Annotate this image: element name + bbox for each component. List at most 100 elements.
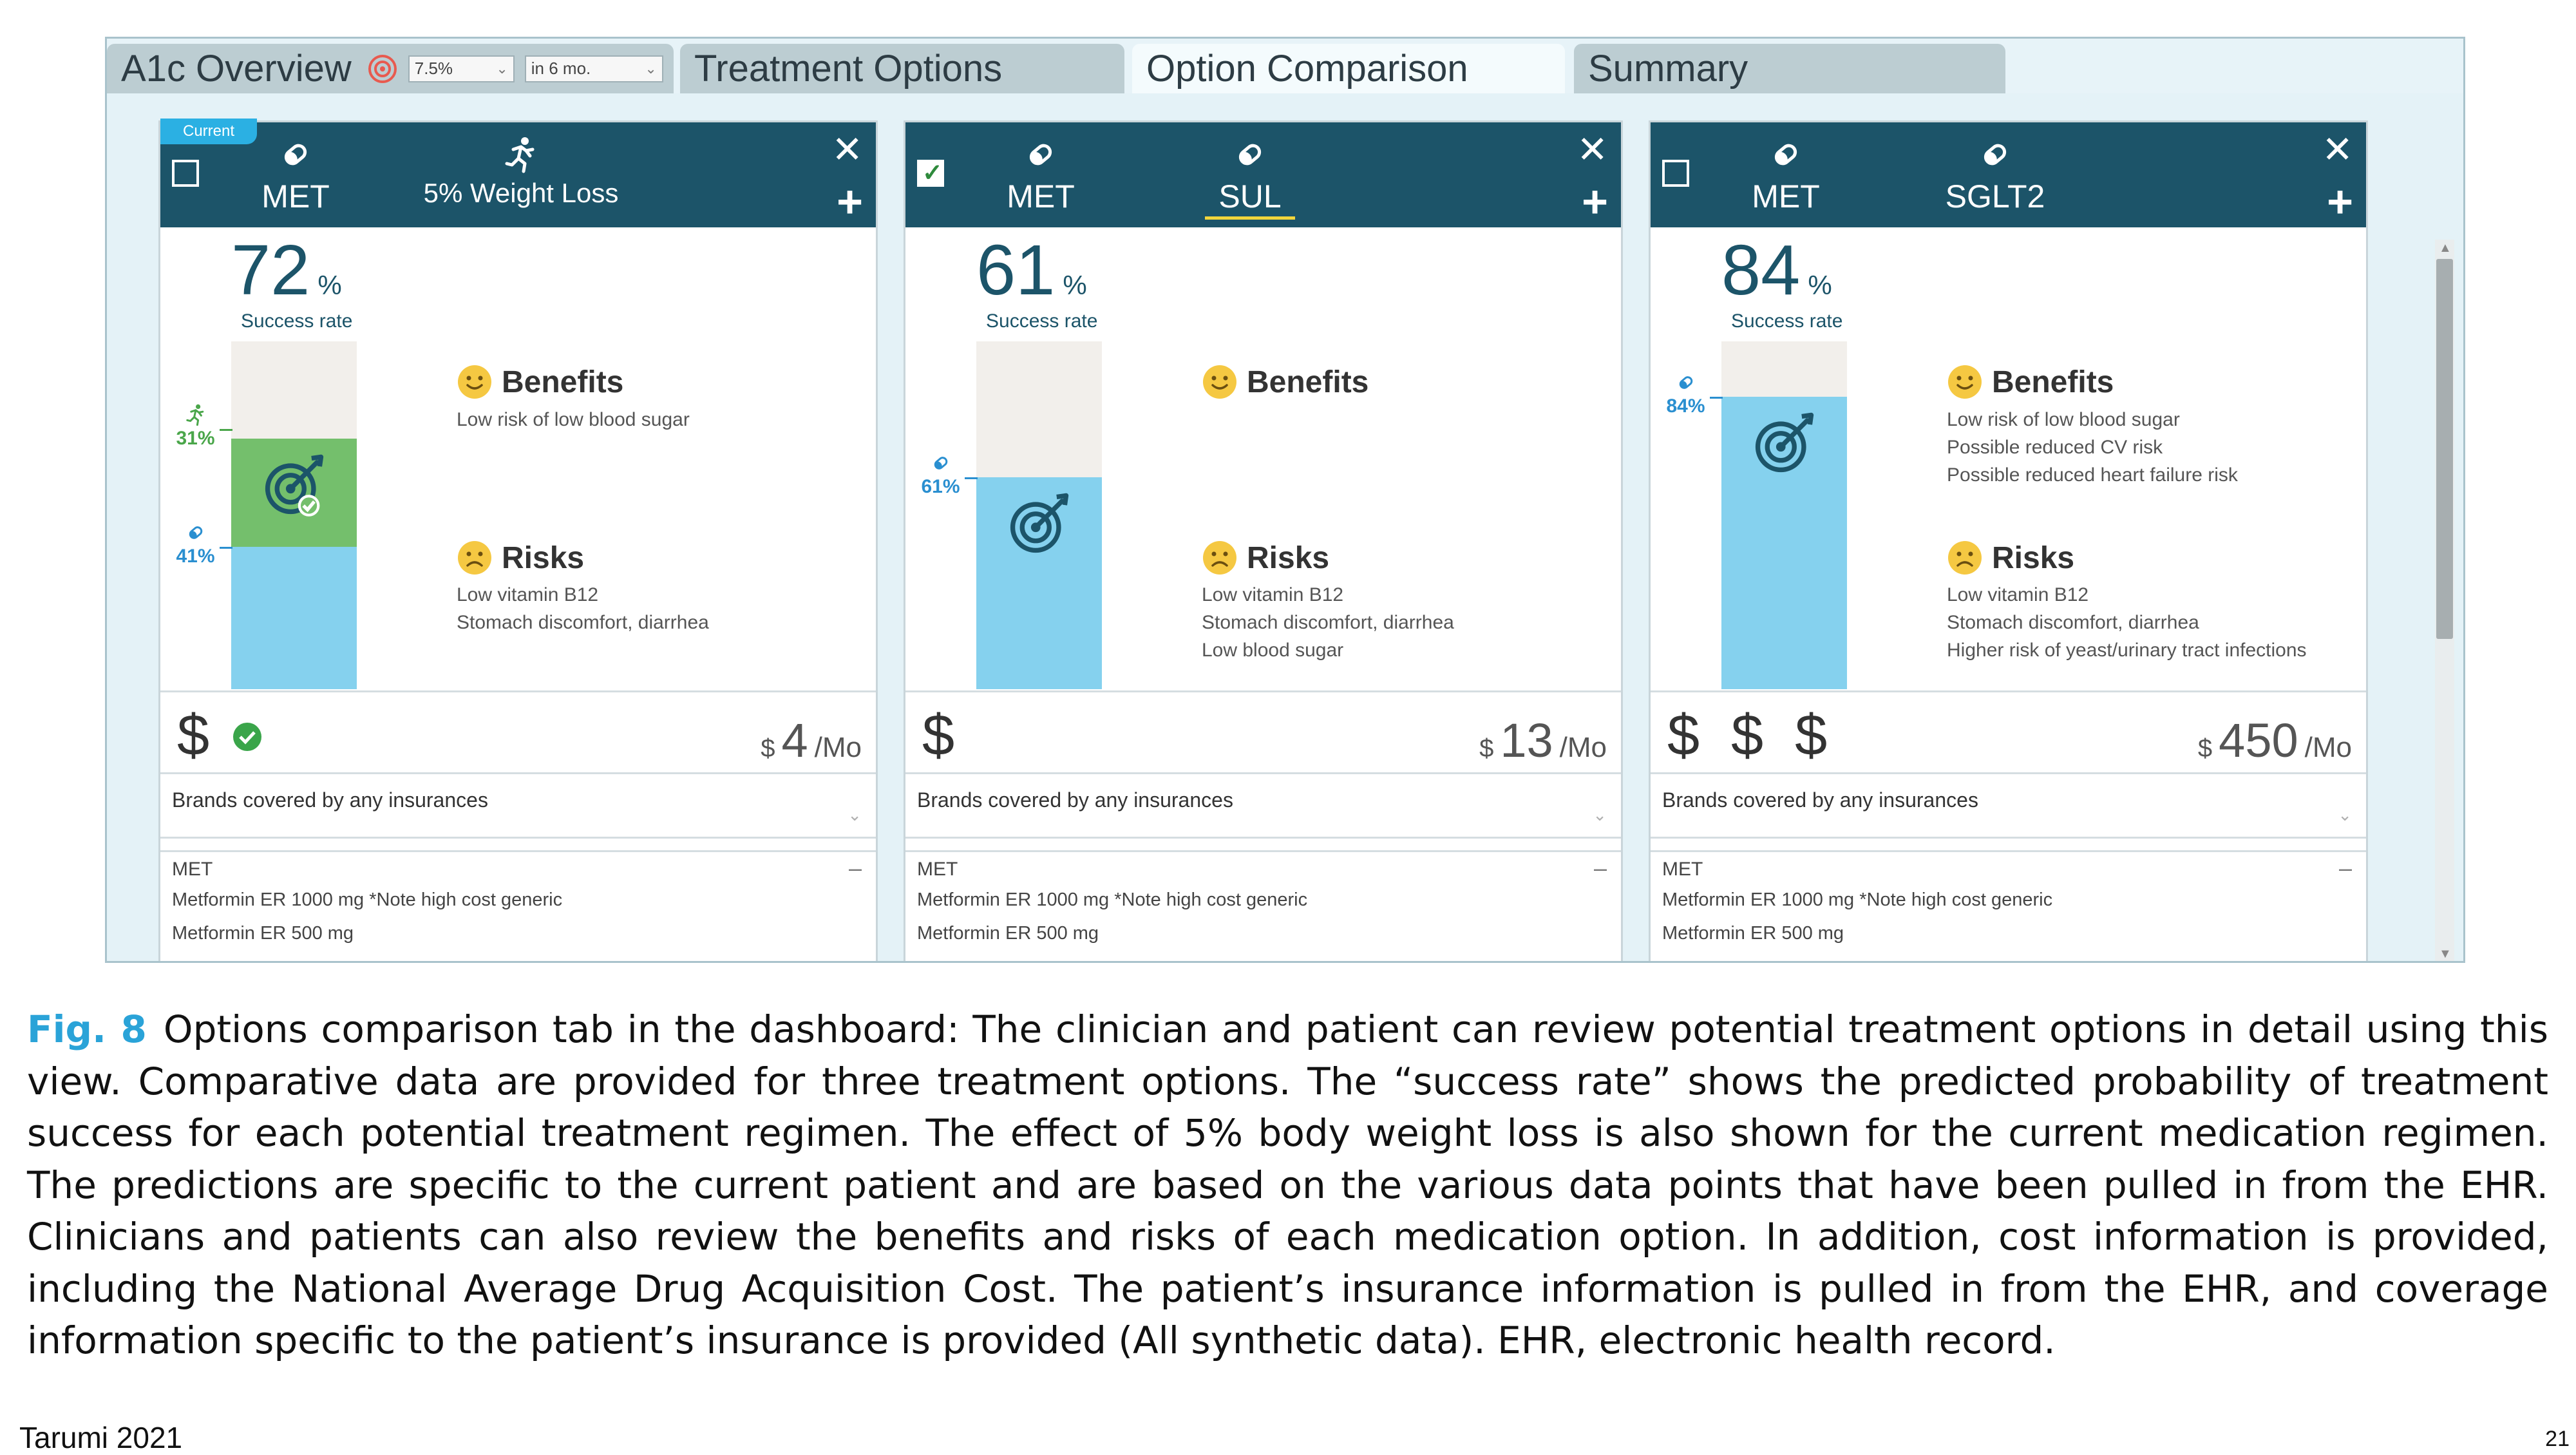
close-icon[interactable]: ✕ xyxy=(2322,129,2353,171)
brands-covered-label: Brands covered by any insurances xyxy=(172,788,488,812)
percent-sign: % xyxy=(1808,270,1832,300)
brands-covered-dropdown[interactable]: Brands covered by any insurances ⌄ xyxy=(905,774,1621,839)
pill-icon xyxy=(934,456,947,470)
risk-item: Stomach discomfort, diarrhea xyxy=(1202,612,1454,633)
option-select-checkbox[interactable] xyxy=(917,158,944,187)
target-marker xyxy=(260,452,328,519)
risks-title: Risks xyxy=(502,540,585,575)
option-5-weight-loss: 5% Weight Loss xyxy=(412,135,630,209)
success-rate-label: Success rate xyxy=(1731,310,1843,332)
brands-covered-dropdown[interactable]: Brands covered by any insurances ⌄ xyxy=(160,774,876,839)
chevron-down-icon: ⌄ xyxy=(496,60,508,77)
medication-brand-line: Metformin ER 1000 mg *Note high cost gen… xyxy=(1662,889,2053,910)
pill-icon xyxy=(1029,144,1052,166)
happy-face-icon xyxy=(1948,365,1982,399)
cost-row: $ $ $ $ 450 /Mo xyxy=(1651,690,2366,774)
monthly-price: $ 13 /Mo xyxy=(1479,713,1607,768)
price-unit: /Mo xyxy=(814,732,862,763)
vertical-scrollbar[interactable]: ▲ ▼ xyxy=(2435,240,2454,961)
monthly-price: $ 4 /Mo xyxy=(761,713,862,768)
scrollbar-thumb[interactable] xyxy=(2436,259,2453,639)
success-rate-bar xyxy=(976,341,1102,689)
close-icon[interactable]: ✕ xyxy=(831,129,863,171)
risks-list: Low vitamin B12 Stomach discomfort, diarr… xyxy=(1947,581,2307,664)
tab-option-comparison[interactable]: Option Comparison xyxy=(1132,44,1565,93)
benefits-list: Low risk of low blood sugar xyxy=(457,406,690,433)
option-card: Current MET 5% Weight Loss ✕ + 72% Succe… xyxy=(158,119,878,961)
benefit-item: Possible reduced heart failure risk xyxy=(1947,464,2238,486)
bar-annotation: 31% xyxy=(168,403,223,450)
benefits-heading: Benefits xyxy=(1947,364,2114,400)
runner-icon xyxy=(505,137,535,173)
pill-icon xyxy=(1774,144,1797,166)
benefits-title: Benefits xyxy=(502,365,624,399)
target-arrow-icon xyxy=(1755,413,1814,473)
option-select-checkbox[interactable] xyxy=(1662,160,1689,187)
success-rate-number: 84 xyxy=(1721,231,1801,310)
benefits-title: Benefits xyxy=(1247,365,1369,399)
tab-treatment-options[interactable]: Treatment Options xyxy=(680,44,1124,93)
option-sul: SUL xyxy=(1192,135,1308,220)
option-select-checkbox[interactable] xyxy=(172,160,199,187)
risk-item: Stomach discomfort, diarrhea xyxy=(457,612,709,633)
risks-list: Low vitamin B12 Stomach discomfort, diarr… xyxy=(1202,581,1454,664)
chevron-down-icon: ⌄ xyxy=(2338,805,2352,824)
price-value: 13 xyxy=(1500,714,1553,767)
add-option-icon[interactable]: + xyxy=(1582,176,1608,227)
collapse-icon[interactable]: – xyxy=(1593,855,1607,881)
bar-annotation-value: 41% xyxy=(176,545,215,567)
chevron-down-icon: ⌄ xyxy=(1593,805,1607,824)
option-met: MET xyxy=(989,135,1092,215)
benefit-item: Low risk of low blood sugar xyxy=(1947,409,2180,430)
price-currency: $ xyxy=(2197,734,2213,763)
risk-item: Low vitamin B12 xyxy=(457,584,599,605)
benefits-title: Benefits xyxy=(1992,365,2114,399)
brands-covered-dropdown[interactable]: Brands covered by any insurances ⌄ xyxy=(1651,774,2366,839)
success-rate-value: 84% xyxy=(1721,235,1832,306)
risk-item: Low vitamin B12 xyxy=(1202,584,1344,605)
tab-option-comparison-label: Option Comparison xyxy=(1146,48,1468,90)
close-icon[interactable]: ✕ xyxy=(1577,129,1608,171)
tab-a1c-overview[interactable]: A1c Overview 7.5% ⌄ in 6 mo. ⌄ xyxy=(107,44,674,93)
risks-heading: Risks xyxy=(1202,540,1329,576)
option-label: SGLT2 xyxy=(1945,178,2045,214)
a1c-target-select[interactable]: 7.5% ⌄ xyxy=(408,55,515,82)
happy-face-icon xyxy=(458,365,491,399)
scroll-up-icon[interactable]: ▲ xyxy=(2439,241,2452,255)
sad-face-icon xyxy=(458,541,491,575)
a1c-timeframe-select[interactable]: in 6 mo. ⌄ xyxy=(524,55,663,82)
collapse-icon[interactable]: – xyxy=(848,855,862,881)
option-label: MET xyxy=(261,178,330,214)
risk-item: Higher risk of yeast/urinary tract infec… xyxy=(1947,640,2307,661)
medication-brand-line: Metformin ER 500 mg xyxy=(172,923,354,944)
option-card-header: MET SGLT2 ✕ + xyxy=(1651,122,2366,227)
cost-tier: $ xyxy=(922,703,963,768)
medication-brand-line: Metformin ER 1000 mg *Note high cost gen… xyxy=(917,889,1308,910)
scroll-down-icon[interactable]: ▼ xyxy=(2439,947,2452,961)
cost-row: $ $ 13 /Mo xyxy=(905,690,1621,774)
tab-summary-label: Summary xyxy=(1588,48,1748,90)
sad-face-icon xyxy=(1203,541,1236,575)
add-option-icon[interactable]: + xyxy=(2327,176,2353,227)
selected-option-underline xyxy=(1205,216,1295,220)
medication-group-header: MET xyxy=(172,859,213,880)
collapse-icon[interactable]: – xyxy=(2338,855,2352,881)
success-rate-label: Success rate xyxy=(241,310,353,332)
option-met: MET xyxy=(244,135,347,215)
medication-brand-line: Metformin ER 500 mg xyxy=(917,923,1099,944)
pill-icon xyxy=(284,144,307,166)
risk-item: Low vitamin B12 xyxy=(1947,584,2089,605)
success-rate-bar xyxy=(231,341,357,689)
benefits-heading: Benefits xyxy=(457,364,623,400)
option-card: MET SGLT2 ✕ + 84% Success rate xyxy=(1649,120,2368,961)
add-option-icon[interactable]: + xyxy=(837,176,863,227)
bar-annotation-tick xyxy=(220,546,232,549)
sad-face-icon xyxy=(1948,541,1982,575)
runner-icon xyxy=(185,404,204,426)
risks-heading: Risks xyxy=(457,540,584,576)
medication-brand-list: MET – Metformin ER 1000 mg *Note high co… xyxy=(1651,850,2366,944)
medication-brand-line: Metformin ER 500 mg xyxy=(1662,923,1844,944)
tab-summary[interactable]: Summary xyxy=(1574,44,2005,93)
current-regimen-tag: Current xyxy=(160,119,257,144)
target-icon xyxy=(368,54,397,83)
